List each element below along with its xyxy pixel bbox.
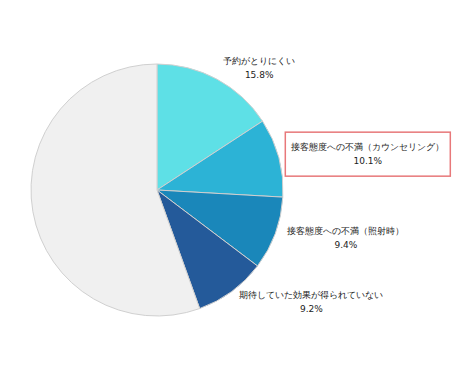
- svg-text:9.4%: 9.4%: [335, 240, 358, 250]
- svg-text:15.8%: 15.8%: [245, 70, 274, 80]
- svg-text:9.2%: 9.2%: [300, 304, 323, 314]
- svg-text:接客態度への不満（カウンセリング）: 接客態度への不満（カウンセリング）: [291, 142, 444, 152]
- svg-text:10.1%: 10.1%: [354, 156, 383, 166]
- svg-text:予約がとりにくい: 予約がとりにくい: [223, 56, 295, 66]
- svg-text:期待していた効果が得られていない: 期待していた効果が得られていない: [239, 290, 383, 300]
- svg-text:接客態度への不満（照射時）: 接客態度への不満（照射時）: [287, 226, 404, 236]
